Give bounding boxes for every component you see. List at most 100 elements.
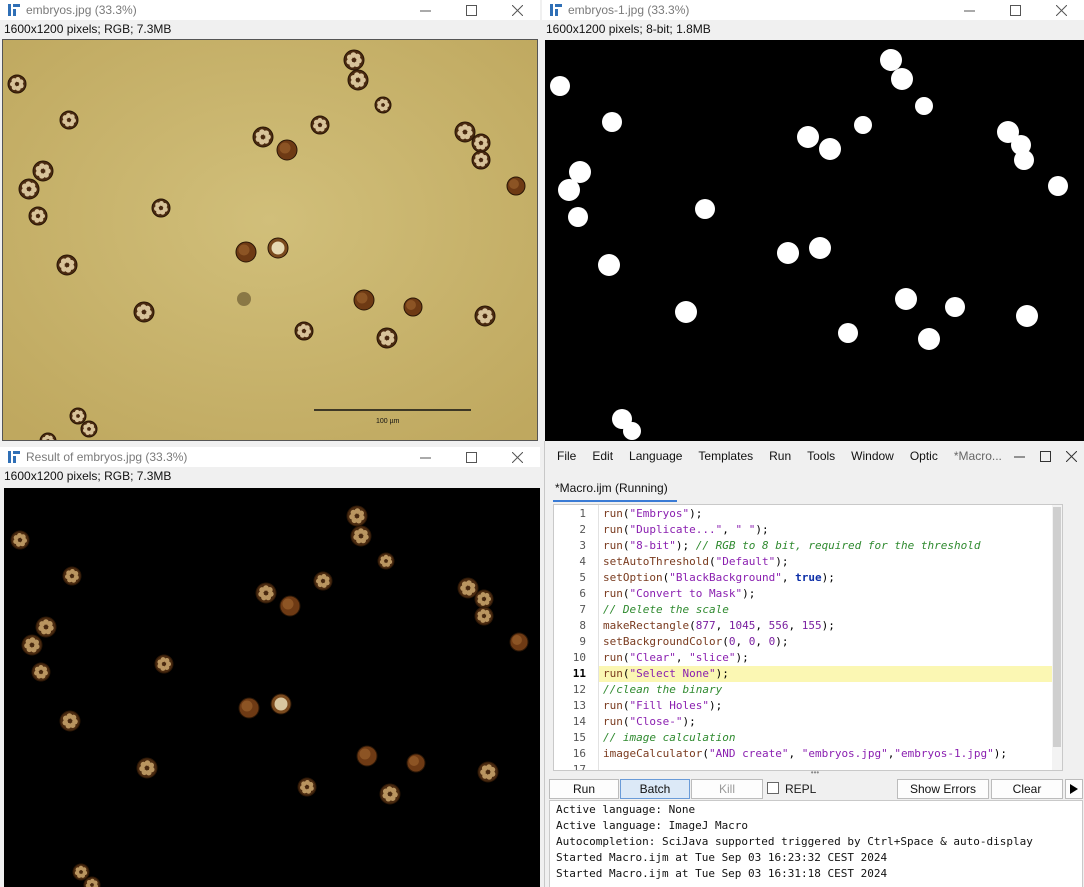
close-icon[interactable] <box>1038 0 1084 20</box>
script-editor-window[interactable]: File Edit Language Templates Run Tools W… <box>544 441 1084 887</box>
original-window-title: embryos.jpg (33.3%) <box>26 3 137 17</box>
code-editor[interactable]: 1 run("Embryos"); 2 run("Duplicate...", " "… <box>553 504 1063 771</box>
editor-scroll-thumb[interactable] <box>1053 507 1061 747</box>
repl-checkbox[interactable] <box>767 782 779 794</box>
embryo-texture <box>353 534 359 540</box>
embryo-texture <box>39 163 45 169</box>
code-line[interactable]: run("Embryos"); <box>603 506 702 522</box>
code-token: ( <box>622 667 630 680</box>
menu-edit[interactable]: Edit <box>592 449 614 463</box>
result-title-bar[interactable]: Result of embryos.jpg (33.3%) <box>0 447 540 467</box>
embryo-texture <box>44 434 50 440</box>
run-button[interactable]: Run <box>549 779 619 799</box>
result-image-canvas[interactable] <box>4 488 540 887</box>
result-image-window[interactable]: Result of embryos.jpg (33.3%) 1600x1200 … <box>0 447 540 887</box>
code-line[interactable]: run("8-bit"); // RGB to 8 bit, required … <box>603 538 981 554</box>
mask-blob <box>568 207 588 227</box>
maximize-icon[interactable] <box>992 0 1038 20</box>
maximize-icon[interactable] <box>1032 446 1058 466</box>
maximize-icon[interactable] <box>448 447 494 467</box>
menu-window[interactable]: Window <box>851 449 894 463</box>
embryo-texture <box>355 517 362 524</box>
embryo-texture <box>279 142 291 154</box>
code-line[interactable]: run("Clear", "slice"); <box>603 650 749 666</box>
close-icon[interactable] <box>494 447 540 467</box>
code-line[interactable]: run("Duplicate...", " "); <box>603 522 769 538</box>
code-token: run <box>603 715 623 728</box>
embryo-texture <box>308 782 314 788</box>
mask-blob <box>695 199 715 219</box>
mask-blob <box>797 126 819 148</box>
console-line: Started Macro.ijm at Tue Sep 03 16:31:18… <box>556 867 888 880</box>
embryo-texture <box>484 600 490 606</box>
batch-button[interactable]: Batch <box>620 779 690 799</box>
original-image-window[interactable]: embryos.jpg (33.3%) 1600x1200 pixels; RG… <box>0 0 540 441</box>
code-line[interactable]: run("Select None"); <box>603 666 729 682</box>
embryo-texture <box>315 578 322 584</box>
mask-blob <box>1016 305 1038 327</box>
mask-image-window[interactable]: embryos-1.jpg (33.3%) 1600x1200 pixels; … <box>542 0 1084 441</box>
splitter-handle[interactable]: ••• <box>810 768 820 777</box>
close-icon[interactable] <box>1059 446 1084 466</box>
editor-scrollbar[interactable] <box>1052 505 1062 770</box>
code-line[interactable]: setOption("BlackBackground", true); <box>603 570 835 586</box>
output-console[interactable]: Active language: None Active language: I… <box>549 800 1083 887</box>
minimize-icon[interactable] <box>1006 446 1032 466</box>
embryo-texture <box>74 870 80 876</box>
code-line[interactable]: //clean the binary <box>603 682 722 698</box>
original-image-canvas[interactable]: 100 µm <box>2 39 538 441</box>
code-token: ( <box>689 619 696 632</box>
mask-image-canvas[interactable] <box>545 40 1084 441</box>
tab-macro-ijm[interactable]: *Macro.ijm (Running) <box>555 481 668 495</box>
menu-run[interactable]: Run <box>769 449 792 463</box>
code-token: 155 <box>801 619 822 632</box>
minimize-icon[interactable] <box>402 0 448 20</box>
embryo-texture <box>362 530 368 536</box>
menu-templates[interactable]: Templates <box>698 449 754 463</box>
menu-tools[interactable]: Tools <box>807 449 836 463</box>
clear-button[interactable]: Clear <box>991 779 1063 799</box>
code-token: ); <box>682 715 696 728</box>
code-line[interactable]: run("Close-"); <box>603 714 696 730</box>
line-number: 13 <box>572 699 586 712</box>
embryo-texture <box>15 85 21 91</box>
code-line[interactable]: makeRectangle(877, 1045, 556, 155); <box>603 618 835 634</box>
embryo-texture <box>31 215 37 221</box>
embryo-texture <box>59 262 65 268</box>
line-number: 5 <box>579 571 586 584</box>
code-line[interactable]: run("Fill Holes"); <box>603 698 722 714</box>
embryo-texture <box>157 663 163 669</box>
code-token: setOption <box>603 571 663 584</box>
embryo-texture <box>324 576 330 582</box>
code-line[interactable]: // Delete the scale <box>603 602 729 618</box>
code-token: ( <box>622 587 630 600</box>
play-arrow-icon[interactable] <box>1065 779 1083 799</box>
menu-optic[interactable]: Optic <box>909 449 938 463</box>
embryo-texture <box>267 587 273 593</box>
embryo-texture <box>263 130 269 136</box>
minimize-icon[interactable] <box>946 0 992 20</box>
maximize-icon[interactable] <box>448 0 494 20</box>
mask-blob <box>550 76 570 96</box>
code-line[interactable]: setAutoThreshold("Default"); <box>603 554 788 570</box>
code-line[interactable]: imageCalculator("AND create", "embryos.j… <box>603 746 1007 762</box>
close-icon[interactable] <box>494 0 540 20</box>
show-errors-button[interactable]: Show Errors <box>897 779 989 799</box>
minimize-icon[interactable] <box>402 447 448 467</box>
console-line: Started Macro.ijm at Tue Sep 03 16:23:32… <box>556 851 888 864</box>
original-title-bar[interactable]: embryos.jpg (33.3%) <box>0 0 540 20</box>
embryo-texture <box>21 538 27 544</box>
embryo-texture <box>477 314 483 320</box>
menu-language[interactable]: Language <box>629 449 683 463</box>
embryo-texture <box>274 697 288 711</box>
mask-title-bar[interactable]: embryos-1.jpg (33.3%) <box>542 0 1084 20</box>
code-line[interactable]: run("Convert to Mask"); <box>603 586 755 602</box>
embryo-texture <box>466 590 473 596</box>
menu-file[interactable]: File <box>557 449 577 463</box>
kill-button[interactable]: Kill <box>691 779 763 799</box>
embryo-texture <box>484 593 490 599</box>
code-line[interactable]: setBackgroundColor(0, 0, 0); <box>603 634 788 650</box>
embryo-texture <box>385 562 390 567</box>
code-line[interactable]: // image calculation <box>603 730 735 746</box>
embryo-texture <box>93 880 98 886</box>
